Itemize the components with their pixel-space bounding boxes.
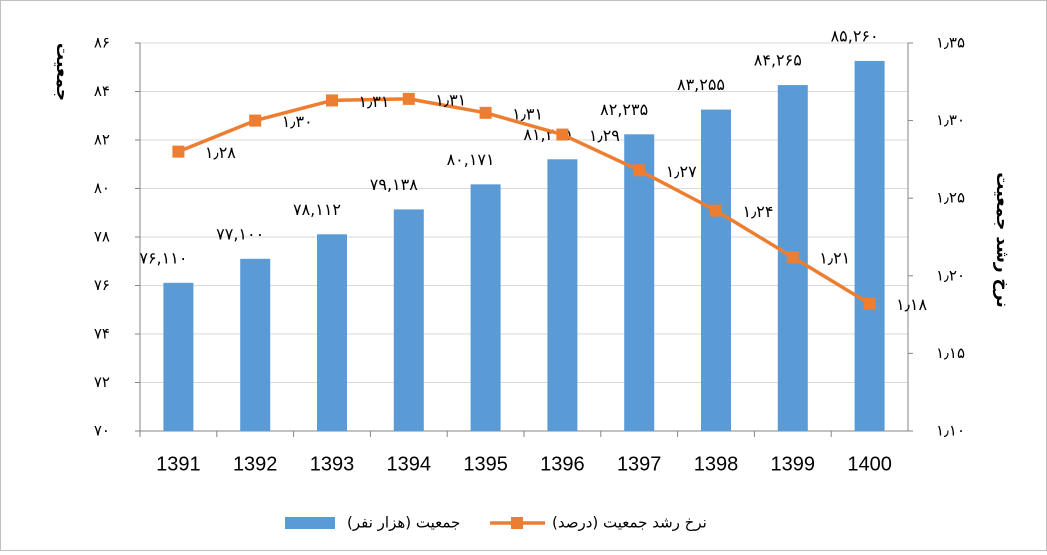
x-tick-label: 1396 [540, 453, 585, 475]
bar-value-label: ۸۲,۲۳۵ [600, 100, 648, 119]
line-marker [710, 204, 722, 217]
legend-label: جمعیت (هزار نفر) [347, 514, 460, 532]
legend-swatch [285, 517, 335, 529]
x-tick-label: 1393 [310, 453, 355, 475]
bar [163, 282, 194, 431]
bar-value-label: ۷۹,۱۳۸ [370, 175, 418, 194]
bar-value-label: ۸۴,۲۶۵ [754, 51, 802, 70]
x-tick-label: 1392 [233, 453, 278, 475]
y-tick-label: ۷۴ [94, 325, 110, 343]
y-tick-label: ۸۶ [94, 34, 110, 52]
line-marker [479, 106, 492, 119]
bar [393, 209, 424, 431]
line-value-label: ۱٫۳۱ [512, 104, 543, 123]
bar [317, 234, 347, 431]
line-value-label: ۱٫۲۸ [205, 143, 236, 162]
x-tick-label: 1397 [617, 453, 662, 475]
line-value-label: ۱٫۳۰ [282, 112, 313, 131]
y2-tick-label: ۱٫۲۰ [936, 266, 965, 284]
y-tick-label: ۸۴ [94, 82, 110, 100]
y-tick-label: ۷۸ [94, 228, 110, 246]
y-axis-title: جمعیت [52, 43, 72, 101]
line-value-label: ۱٫۲۹ [589, 126, 620, 145]
line-marker [556, 128, 569, 141]
line-marker [249, 114, 262, 127]
x-tick-label: 1400 [847, 453, 892, 475]
legend-swatch [511, 517, 523, 529]
line-value-label: ۱٫۲۷ [666, 162, 697, 181]
bar-value-label: ۸۰,۱۷۱ [447, 150, 495, 169]
line-value-label: ۱٫۳۱ [359, 92, 390, 111]
line-marker [326, 94, 338, 107]
y2-tick-label: ۱٫۱۰ [936, 422, 965, 440]
legend-label: نرخ رشد جمعیت (درصد) [552, 514, 707, 532]
bar-value-label: ۸۵,۲۶۰ [831, 26, 879, 45]
line-marker [786, 251, 799, 264]
y2-tick-label: ۱٫۱۵ [936, 344, 965, 362]
x-tick-label: 1391 [156, 453, 201, 475]
bar-value-label: ۷۷,۱۰۰ [216, 224, 264, 243]
x-tick-label: 1398 [694, 453, 739, 475]
bar-value-label: ۷۶,۱۱۰ [139, 248, 187, 267]
bar [624, 134, 655, 431]
bar [701, 109, 731, 431]
line-value-label: ۱٫۲۱ [819, 249, 850, 268]
bar [470, 184, 501, 431]
y-tick-label: ۷۶ [94, 276, 110, 294]
bar [547, 159, 578, 431]
line-marker [863, 297, 876, 310]
line [177, 97, 871, 306]
line-marker [633, 164, 646, 177]
line-value-label: ۱٫۲۴ [743, 202, 774, 221]
line-marker [172, 145, 185, 158]
y2-tick-label: ۱٫۲۵ [936, 189, 965, 207]
bar-value-label: ۸۳,۲۵۵ [677, 75, 725, 94]
y-tick-label: ۷۰ [94, 422, 110, 440]
line-value-label: ۱٫۱۸ [896, 295, 927, 314]
y-tick-label: ۷۲ [94, 373, 110, 391]
y-tick-label: ۸۰ [94, 179, 110, 197]
bar-value-label: ۷۸,۱۱۲ [293, 200, 341, 219]
x-tick-label: 1395 [463, 453, 508, 475]
line-marker [402, 92, 415, 105]
y2-tick-label: ۱٫۳۵ [936, 34, 965, 52]
y-tick-label: ۸۲ [94, 131, 110, 149]
bar [240, 258, 271, 431]
line-value-label: ۱٫۳۱ [435, 90, 466, 109]
bar [854, 60, 885, 431]
x-tick-label: 1399 [771, 453, 816, 475]
y2-axis-title: نرخ رشد جمعیت [992, 172, 1012, 308]
y2-tick-label: ۱٫۳۰ [936, 111, 965, 129]
x-tick-label: 1394 [387, 453, 432, 475]
